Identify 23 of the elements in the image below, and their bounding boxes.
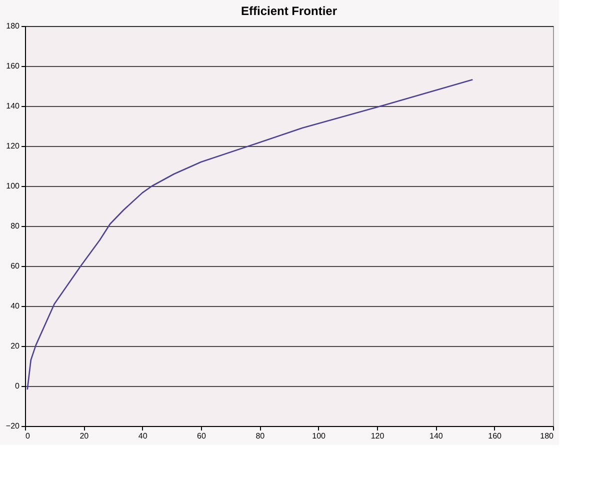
- y-tick-label: 100: [6, 182, 20, 190]
- y-tick-label: 180: [6, 22, 20, 30]
- y-tick-label: 80: [10, 222, 20, 230]
- y-tick-label: 120: [6, 142, 20, 150]
- chart-title: Efficient Frontier: [240, 4, 338, 18]
- y-tick-label: 60: [10, 262, 20, 270]
- y-tick-label: 0: [15, 382, 20, 390]
- x-tick-label: 80: [256, 432, 266, 440]
- y-tick-label: 140: [6, 102, 20, 110]
- y-tick-label: 160: [6, 62, 20, 70]
- y-tick-label: −20: [6, 422, 20, 430]
- y-tick-label: 40: [10, 302, 20, 310]
- x-tick-label: 120: [370, 432, 385, 440]
- x-tick-label: 60: [197, 432, 206, 440]
- y-tick-label: 20: [10, 342, 20, 350]
- x-tick-label: 40: [138, 432, 148, 440]
- x-tick-label: 100: [312, 432, 326, 440]
- x-tick-label: 20: [80, 432, 90, 440]
- x-tick-label: 160: [488, 432, 502, 440]
- x-tick-label: 180: [540, 432, 554, 440]
- line-series: [26, 78, 474, 390]
- x-tick-label: 0: [26, 432, 30, 440]
- x-tick-label: 140: [429, 432, 444, 440]
